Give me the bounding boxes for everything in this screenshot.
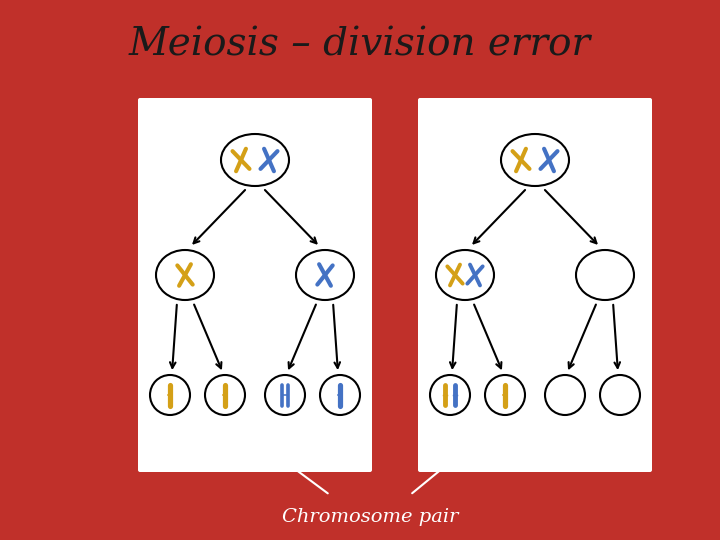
Ellipse shape <box>156 250 214 300</box>
Ellipse shape <box>501 134 569 186</box>
Ellipse shape <box>545 375 585 415</box>
FancyBboxPatch shape <box>418 98 652 472</box>
Ellipse shape <box>296 250 354 300</box>
Text: Chromosome pair: Chromosome pair <box>282 508 458 526</box>
Ellipse shape <box>320 375 360 415</box>
Ellipse shape <box>221 134 289 186</box>
Ellipse shape <box>576 250 634 300</box>
Text: Meiosis – division error: Meiosis – division error <box>129 26 591 64</box>
Ellipse shape <box>485 375 525 415</box>
Ellipse shape <box>265 375 305 415</box>
Ellipse shape <box>205 375 245 415</box>
Ellipse shape <box>436 250 494 300</box>
Ellipse shape <box>430 375 470 415</box>
Ellipse shape <box>600 375 640 415</box>
FancyBboxPatch shape <box>138 98 372 472</box>
Ellipse shape <box>150 375 190 415</box>
